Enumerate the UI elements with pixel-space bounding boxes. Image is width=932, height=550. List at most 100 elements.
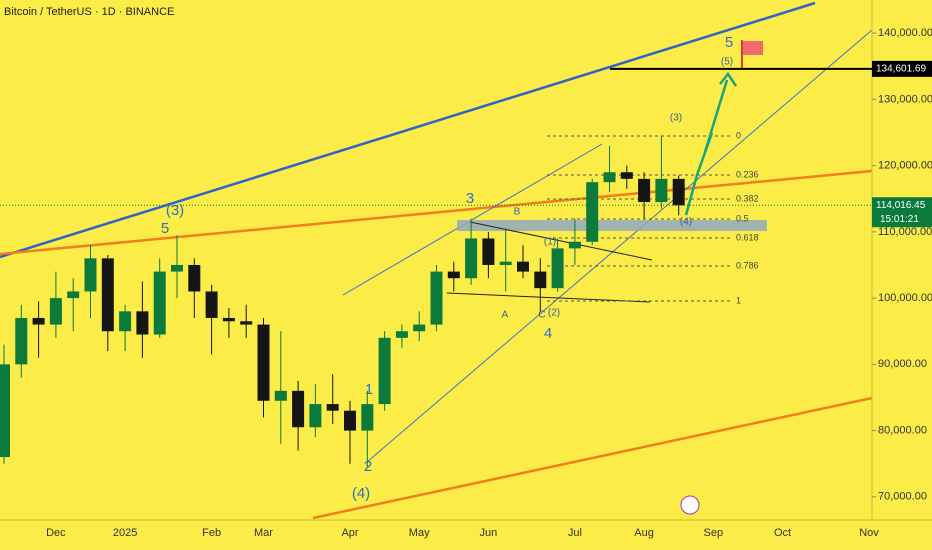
candle-body bbox=[309, 404, 322, 428]
candle-body bbox=[136, 311, 149, 335]
wave-label: (4) bbox=[352, 485, 370, 502]
wave-label: (3) bbox=[166, 202, 184, 219]
candle-body bbox=[430, 271, 443, 325]
candle-body bbox=[0, 364, 10, 458]
candle-body bbox=[274, 390, 287, 401]
fib-label: 0.5 bbox=[736, 213, 749, 223]
wave-label: 5 bbox=[161, 220, 169, 237]
candle-body bbox=[672, 178, 685, 206]
x-tick-label: Jul bbox=[568, 527, 582, 539]
price-tag bbox=[872, 197, 932, 228]
wave-label: (2) bbox=[548, 308, 560, 319]
y-tick-label: 100,000.00 bbox=[878, 292, 932, 304]
candle-body bbox=[378, 337, 391, 405]
candle-body bbox=[499, 261, 512, 265]
candle-body bbox=[344, 410, 356, 431]
candle-body bbox=[620, 172, 633, 179]
drawings bbox=[0, 1, 873, 520]
y-tick-label: 80,000.00 bbox=[878, 424, 927, 436]
price-tag-label: 134,601.69 bbox=[876, 64, 926, 75]
wave-label: (1) bbox=[544, 237, 556, 248]
fib-label: 0.618 bbox=[736, 232, 759, 242]
candle-body bbox=[49, 298, 62, 325]
trend-line bbox=[312, 396, 873, 520]
candle-body bbox=[101, 258, 114, 332]
candle-body bbox=[153, 271, 166, 335]
wave-label: B bbox=[514, 207, 521, 218]
candle-body bbox=[551, 248, 564, 289]
wave-label: 3 bbox=[466, 190, 474, 207]
candle-body bbox=[361, 404, 374, 431]
x-tick-label: May bbox=[409, 527, 430, 539]
x-tick-label: Nov bbox=[859, 527, 879, 539]
wave-label: C bbox=[538, 310, 545, 321]
plot bbox=[0, 135, 685, 468]
candle-body bbox=[257, 324, 270, 401]
y-tick-label: 120,000.00 bbox=[878, 160, 932, 172]
candle-body bbox=[15, 317, 28, 365]
candle-body bbox=[534, 271, 547, 289]
y-tick-label: 70,000.00 bbox=[878, 491, 927, 503]
x-tick-label: Aug bbox=[634, 527, 654, 539]
triangle-line bbox=[469, 221, 653, 261]
countdown: 15:01:21 bbox=[880, 214, 919, 225]
wave-label: (4) bbox=[680, 217, 692, 228]
y-tick-label: 90,000.00 bbox=[878, 358, 927, 370]
candle-body bbox=[240, 321, 253, 325]
fib-label: 0.236 bbox=[736, 169, 759, 179]
price-tag bbox=[872, 60, 932, 77]
x-tick-label: Mar bbox=[254, 527, 273, 539]
wave-label: A bbox=[502, 310, 509, 321]
triangle-line bbox=[446, 292, 651, 303]
y-tick-label: 140,000.00 bbox=[878, 27, 932, 39]
y-tick-label: 110,000.00 bbox=[878, 226, 932, 238]
fib-label: 1 bbox=[736, 295, 741, 305]
channel-line bbox=[366, 29, 873, 463]
wave-label: (5) bbox=[721, 57, 733, 68]
zone bbox=[457, 220, 767, 231]
trend-line bbox=[0, 169, 873, 256]
fib-label: 0 bbox=[736, 130, 741, 140]
candle-body bbox=[171, 264, 183, 272]
candle-body bbox=[84, 258, 97, 292]
event-icon bbox=[680, 495, 700, 515]
x-tick-label: Apr bbox=[341, 527, 358, 539]
price-axis bbox=[872, 0, 932, 550]
candle-body bbox=[447, 271, 460, 279]
candle-body bbox=[205, 291, 218, 318]
trend-line bbox=[0, 1, 816, 259]
candle-body bbox=[292, 390, 305, 428]
x-tick-label: 2025 bbox=[113, 527, 137, 539]
candle-body bbox=[638, 178, 651, 203]
x-tick-label: Feb bbox=[202, 527, 221, 539]
flag-icon bbox=[741, 40, 763, 70]
candle-body bbox=[568, 241, 581, 249]
candle-body bbox=[67, 291, 80, 299]
chart-title: Bitcoin / TetherUS · 1D · BINANCE bbox=[4, 6, 174, 18]
candle-body bbox=[465, 238, 478, 279]
candle-body bbox=[603, 172, 616, 183]
candle-body bbox=[482, 238, 495, 265]
candle-body bbox=[413, 324, 426, 332]
x-tick-label: Dec bbox=[46, 527, 66, 539]
x-tick-label: Sep bbox=[704, 527, 724, 539]
candle-body bbox=[119, 311, 132, 332]
fib-label: 0.382 bbox=[736, 193, 759, 203]
wave-label: 1 bbox=[365, 381, 373, 398]
wave-label: (3) bbox=[670, 113, 682, 124]
wave-label: 4 bbox=[544, 325, 552, 342]
fib-labels: 0 0.236 0.382 0.5 0.618 0.786 1 bbox=[736, 130, 759, 305]
candle-body bbox=[222, 317, 235, 322]
wave-label: 2 bbox=[364, 458, 372, 475]
candle-body bbox=[395, 331, 408, 338]
candle-body bbox=[326, 404, 339, 411]
candle-body bbox=[32, 317, 45, 325]
channel-line bbox=[342, 143, 603, 296]
annotations: (3) 5 5 (5) (3) 3 B (1) A C (2) 4 1 2 (4… bbox=[161, 34, 733, 502]
x-tick-label: Jun bbox=[480, 527, 498, 539]
projection-arrow bbox=[684, 79, 729, 216]
price-tag-label: 114,016.45 bbox=[876, 200, 926, 211]
wave-label: 5 bbox=[725, 34, 733, 51]
fib-label: 0.786 bbox=[736, 260, 759, 270]
